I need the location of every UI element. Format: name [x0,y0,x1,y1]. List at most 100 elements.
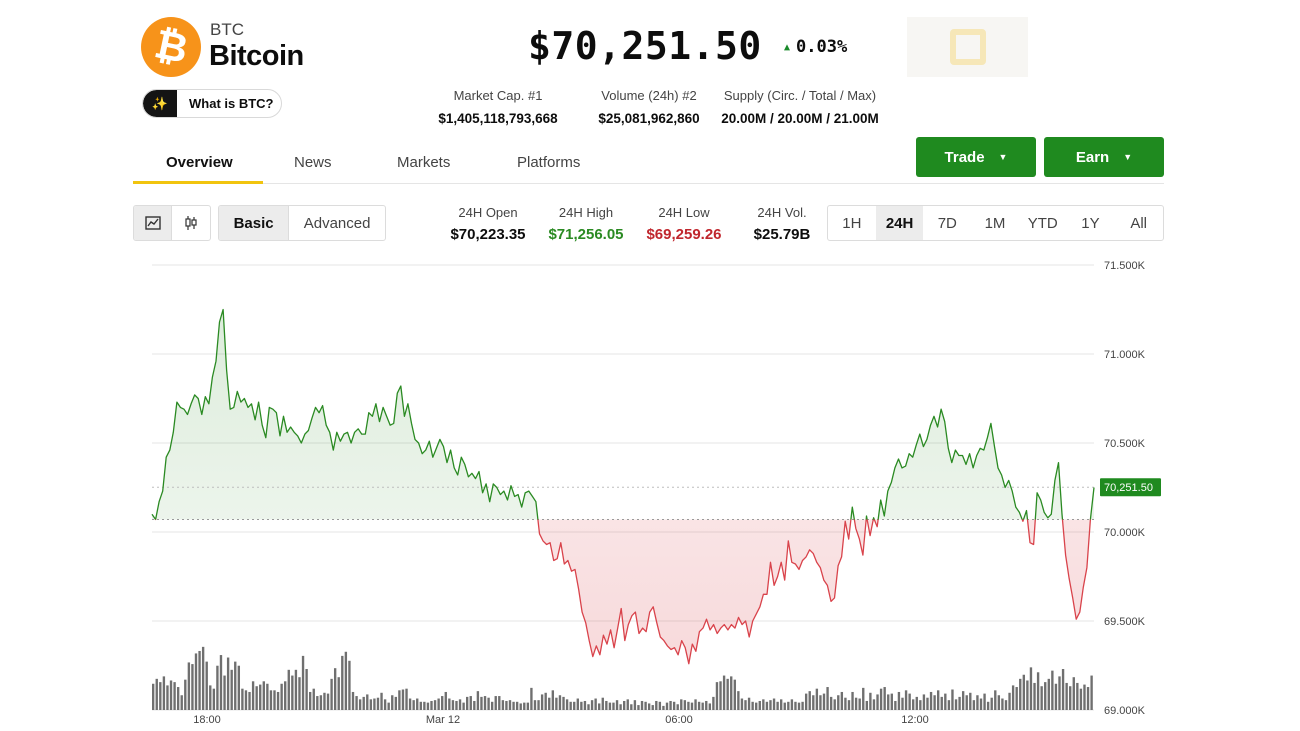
volume-bar [309,691,312,710]
volume-bar [712,696,715,710]
area-up [152,309,1094,520]
range-24h[interactable]: 24H [875,206,924,240]
earn-button[interactable]: Earn ▼ [1044,137,1164,177]
volume-bar [762,699,765,710]
stat-volume: Volume (24h) #2 $25,081,962,860 [592,88,706,126]
volume-bar [940,696,943,710]
range-1m[interactable]: 1M [984,214,1006,232]
open-24h: 24H Open $70,223.35 [440,205,536,243]
basic-mode-button[interactable]: Basic [219,206,289,240]
volume-bar [612,702,615,710]
volume-bar [565,699,569,710]
volume-bar [1083,684,1086,710]
what-is-btc-button[interactable]: ✨ What is BTC? [142,89,282,118]
volume-bar [937,690,940,710]
volume-bar [201,646,205,710]
volume-bar [391,695,394,710]
volume-bar [216,665,219,710]
stat-value: $1,405,118,793,668 [438,111,558,126]
volume-bar [651,705,654,710]
area-down [152,519,1094,664]
stat-value: $25,081,962,860 [598,111,700,126]
open-24h-value: $70,223.35 [450,226,526,243]
volume-bar [983,693,986,710]
volume-bar [690,702,694,710]
volume-bar [426,702,430,710]
volume-bar [1072,677,1075,710]
range-1h[interactable]: 1H [842,214,862,232]
range-all[interactable]: All [1130,214,1147,232]
volume-bar [330,678,333,710]
tab-platforms[interactable]: Platforms [517,154,581,171]
volume-bar [876,694,879,710]
volume-bar [369,699,373,710]
volume-bar [562,696,565,710]
volume-bar [362,696,365,710]
volume-bar [972,700,976,710]
volume-bar [658,701,662,710]
candlestick-button[interactable] [171,206,210,240]
volume-bar [701,702,704,710]
volume-bar [241,688,244,710]
range-1y[interactable]: 1Y [1081,214,1100,232]
line-chart-button[interactable] [134,206,172,240]
sponsor-banner[interactable] [907,17,1028,77]
volume-bar [915,696,918,710]
volume-bar [897,691,901,710]
volume-bar [551,690,555,710]
volume-bar [544,692,547,710]
volume-bar [576,698,579,710]
high-24h-value: $71,256.05 [548,226,624,243]
volume-bar [580,701,583,710]
volume-bar [1047,678,1050,710]
volume-bar [776,701,779,710]
volume-bar [194,653,198,710]
volume-bar [787,701,790,710]
open-24h-label: 24H Open [458,205,518,220]
volume-bar [180,695,183,710]
high-24h: 24H High $71,256.05 [541,205,631,243]
volume-bar [644,701,647,710]
volume-bar [829,696,833,710]
tab-news[interactable]: News [294,154,332,171]
volume-bar [212,688,216,710]
volume-bar [1029,667,1033,710]
trade-button[interactable]: Trade ▼ [916,137,1036,177]
volume-bar [462,702,465,710]
volume-bar [537,700,540,710]
advanced-mode-button[interactable]: Advanced [288,206,385,240]
coin-ticker: BTC [210,20,244,39]
volume-bar [358,699,362,710]
volume-bar [448,698,451,710]
price-change-pct: 0.03% [796,37,848,57]
volume-bar [276,691,280,710]
volume-bar [744,700,747,710]
x-tick-label: 12:00 [901,714,929,726]
active-tab-indicator [133,181,263,184]
y-tick-label: 71.000K [1104,349,1146,361]
volume-bar [623,700,626,710]
volume-bar [401,689,405,710]
volume-bar [294,669,298,710]
volume-bar [662,705,665,710]
chart-type-toggle [133,205,211,241]
range-7d[interactable]: 7D [937,214,957,232]
earn-label: Earn [1075,148,1110,166]
volume-bar [333,668,337,710]
volume-bar [273,690,276,710]
volume-bar [237,665,241,710]
y-tick-label: 69.500K [1104,616,1146,628]
volume-bar [929,691,933,710]
volume-bar [412,700,415,710]
tab-overview[interactable]: Overview [166,154,233,171]
high-24h-label: 24H High [558,205,614,220]
range-ytd[interactable]: YTD [1027,214,1058,232]
volume-bar [755,702,758,710]
tab-markets[interactable]: Markets [397,154,451,171]
volume-bar [958,696,961,710]
volume-bar [508,700,512,710]
candlestick-icon [185,216,197,230]
volume-bar [840,691,844,710]
volume-bar [961,691,965,710]
